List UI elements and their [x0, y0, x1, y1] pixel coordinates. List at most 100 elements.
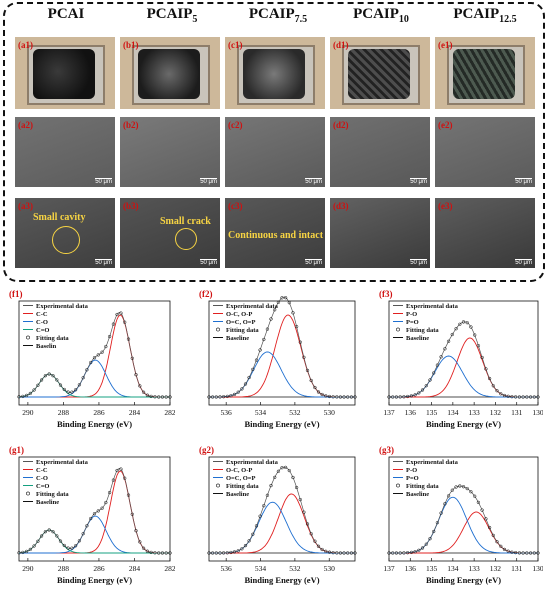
fit-point	[168, 551, 172, 555]
x-tick-label: 530	[324, 408, 336, 417]
fit-point	[221, 395, 226, 399]
fit-point	[461, 485, 466, 489]
fit-point	[107, 334, 112, 339]
fit-point	[21, 550, 25, 555]
fit-point	[480, 508, 484, 512]
fit-point	[32, 544, 36, 548]
fit-point	[528, 551, 533, 555]
fit-point	[305, 522, 310, 526]
fit-point	[21, 394, 25, 399]
x-tick-label: 132	[490, 564, 502, 573]
fit-point	[454, 327, 458, 331]
fit-point	[316, 544, 321, 548]
fit-point	[218, 395, 222, 399]
x-tick-label: 532	[289, 564, 301, 573]
fit-point	[309, 378, 313, 383]
x-axis-label: Binding Energy (eV)	[426, 575, 501, 585]
fit-point	[265, 327, 270, 331]
fit-point	[251, 367, 255, 372]
component-peak	[18, 529, 170, 554]
panel-label: (g2)	[199, 445, 214, 455]
fit-point	[81, 532, 85, 536]
fit-point	[85, 524, 89, 528]
fit-point	[283, 465, 288, 470]
sample-figure-frame	[3, 2, 545, 282]
fit-point	[254, 524, 259, 528]
column-title-pcai: PCAI	[47, 6, 85, 22]
fit-point	[254, 358, 259, 362]
component-peak	[389, 511, 538, 554]
panel-label: (f1)	[9, 289, 23, 299]
fit-point	[24, 393, 29, 398]
fit-point	[443, 502, 447, 506]
fit-point	[335, 395, 339, 399]
legend-entry: Baseline	[406, 335, 429, 342]
fit-point	[141, 546, 146, 550]
fit-point	[104, 500, 108, 505]
axes-frame	[208, 300, 356, 406]
fit-point	[17, 551, 21, 555]
sem-image: (b2) 50 μm	[120, 117, 220, 187]
fit-point	[283, 296, 288, 300]
fit-point	[298, 340, 302, 344]
xps-chart-g3: (g3) 137 136 135 134 133 132 131 130 Binding Ener…	[375, 443, 544, 593]
fit-point	[302, 510, 306, 514]
fit-point	[346, 551, 350, 555]
fit-point	[324, 394, 328, 398]
fit-point	[313, 539, 317, 543]
fit-point	[506, 394, 510, 398]
x-tick-label: 536	[221, 408, 233, 417]
fit-point	[510, 395, 514, 399]
fit-point	[342, 551, 346, 555]
fit-point	[207, 395, 211, 399]
fit-point	[119, 311, 123, 315]
fit-point	[123, 476, 127, 480]
fit-point	[502, 393, 507, 398]
fit-point	[525, 395, 529, 399]
legend-entry: Baselin	[36, 343, 57, 350]
fit-point	[465, 486, 469, 491]
annotation-continuous-intact: Continuous and intact	[228, 230, 324, 241]
legend-entry: O=C, O=P	[226, 319, 255, 326]
fit-point	[77, 383, 82, 387]
chart-canvas: (f3) 137 136 135 134 133 132 131 130 Binding Ener…	[379, 289, 544, 429]
fit-point	[243, 543, 248, 548]
fit-point	[432, 529, 436, 534]
sem-image: (d2) 50 μm	[330, 117, 430, 187]
fit-point	[428, 537, 432, 541]
chart-canvas: (f2) 536 534 532 530 Binding Energy (eV) Exper…	[199, 289, 357, 429]
x-tick-label: 282	[164, 564, 175, 573]
fit-point	[39, 534, 44, 538]
fit-point	[207, 551, 211, 555]
fit-point	[236, 549, 240, 553]
x-tick-label: 136	[405, 564, 417, 573]
chart-canvas: (f1) 290 288 286 284 282 Binding Energy (eV) Ex…	[9, 289, 176, 429]
fit-point	[39, 378, 44, 382]
x-tick-label: 284	[129, 564, 141, 573]
xps-chart-f2: (f2) 536 534 532 530 Binding Energy (eV) Exper…	[195, 287, 360, 437]
x-tick-label: 135	[426, 564, 438, 573]
fit-point	[454, 485, 458, 489]
fit-point	[126, 493, 131, 497]
fit-point	[413, 550, 417, 554]
fit-point	[262, 337, 266, 342]
x-tick-label: 286	[93, 408, 105, 417]
fit-point	[353, 551, 357, 555]
fit-point	[232, 392, 237, 397]
fit-point	[70, 546, 74, 550]
fit-point	[320, 547, 324, 552]
fit-point	[280, 296, 284, 300]
fit-point	[229, 550, 233, 555]
x-axis-label: Binding Energy (eV)	[426, 419, 501, 429]
component-peak	[389, 355, 538, 398]
fit-point	[499, 544, 503, 548]
fit-point	[517, 395, 522, 399]
fit-point	[141, 390, 146, 394]
fit-point	[160, 395, 165, 399]
fit-point	[320, 392, 324, 397]
sem-image: (c2) 50 μm	[225, 117, 325, 187]
fit-point	[77, 539, 82, 543]
fit-point	[164, 551, 168, 555]
fit-point	[262, 504, 266, 508]
fit-point	[164, 395, 168, 399]
